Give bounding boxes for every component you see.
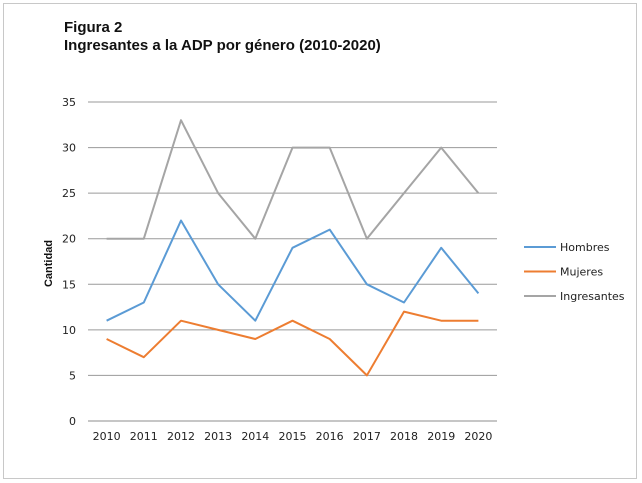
figure-label: Figura 2 <box>64 19 123 36</box>
chart-title: Ingresantes a la ADP por género (2010-20… <box>64 37 381 54</box>
legend-item-ingresantes: Ingresantes <box>524 290 625 303</box>
y-tick-label: 10 <box>62 324 76 337</box>
gridlines <box>88 101 497 422</box>
x-tick-label: 2020 <box>464 430 492 443</box>
y-tick-label: 0 <box>69 415 76 428</box>
x-tick-label: 2014 <box>241 430 269 443</box>
series-lines <box>106 119 480 377</box>
y-tick-label: 5 <box>69 369 76 382</box>
y-tick-label: 30 <box>62 142 76 155</box>
series-line-ingresantes <box>106 119 480 240</box>
y-axis-ticks: 0 5 10 15 20 25 30 35 <box>62 96 76 428</box>
x-tick-label: 2017 <box>353 430 381 443</box>
x-tick-label: 2013 <box>204 430 232 443</box>
x-tick-label: 2016 <box>316 430 344 443</box>
legend-item-hombres: Hombres <box>524 241 610 254</box>
legend: Hombres Mujeres Ingresantes <box>524 241 625 303</box>
y-tick-label: 25 <box>62 187 76 200</box>
legend-item-mujeres: Mujeres <box>524 266 603 279</box>
chart-frame <box>3 3 637 479</box>
series-line-mujeres <box>106 310 479 377</box>
series-line-hombres <box>106 219 480 322</box>
y-tick-label: 20 <box>62 233 76 246</box>
x-tick-label: 2018 <box>390 430 418 443</box>
legend-label: Mujeres <box>560 266 603 279</box>
x-axis-ticks: 2010 2011 2012 2013 2014 2015 2016 2017 2018 2019… <box>93 430 493 443</box>
x-tick-label: 2015 <box>279 430 307 443</box>
y-tick-label: 35 <box>62 96 76 109</box>
legend-label: Hombres <box>560 241 610 254</box>
y-tick-label: 15 <box>62 278 76 291</box>
x-tick-label: 2011 <box>130 430 158 443</box>
x-tick-label: 2019 <box>427 430 455 443</box>
x-tick-label: 2012 <box>167 430 195 443</box>
x-tick-label: 2010 <box>93 430 121 443</box>
legend-label: Ingresantes <box>560 290 625 303</box>
y-axis-label: Cantidad <box>43 240 55 287</box>
